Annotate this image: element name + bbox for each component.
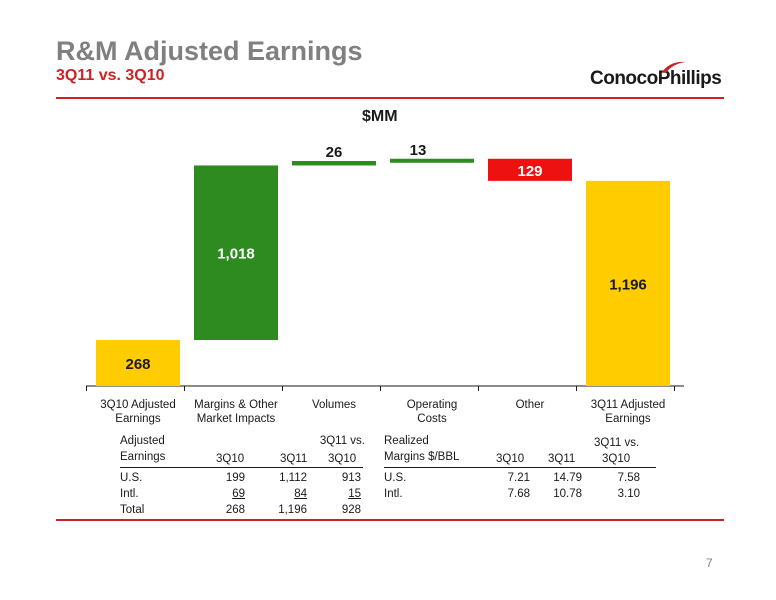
margins-table: Realized 3Q11 vs. Margins $/BBL 3Q10 3Q1… [384, 434, 660, 524]
earnings-row-label: Total [120, 504, 145, 516]
bar-4 [390, 158, 474, 163]
earnings-header-label-2: Earnings [120, 451, 166, 463]
earnings-table: Adjusted 3Q11 vs. Earnings 3Q10 3Q11 3Q1… [110, 434, 365, 524]
margins-row-3q10: 7.68 [507, 488, 530, 500]
margins-row-label: U.S. [384, 472, 407, 484]
bar-2 [194, 165, 278, 341]
margins-header-3q10: 3Q10 [496, 453, 525, 465]
earnings-header-3q11: 3Q11 [280, 453, 308, 465]
data-label: 13 [410, 142, 427, 159]
margins-header-rule [384, 467, 656, 468]
logo-text: ConocoPhillips [590, 68, 722, 89]
margins-header-label-2: Margins $/BBL [384, 451, 460, 463]
category-label: Volumes [312, 399, 356, 411]
page-title: R&M Adjusted Earnings [56, 36, 363, 66]
data-label: 1,018 [217, 246, 255, 263]
margins-row-3q10: 7.21 [507, 472, 530, 484]
earnings-row-change: 913 [341, 472, 361, 484]
category-label: Operating [407, 399, 458, 411]
bar-5 [488, 158, 572, 181]
margins-row-3q11: 14.79 [553, 472, 582, 484]
bar-1 [96, 340, 180, 386]
earnings-row-label: Intl. [120, 488, 139, 500]
earnings-row-label: U.S. [120, 472, 143, 484]
earnings-header-change-2: 3Q10 [328, 453, 357, 465]
earnings-row-3q10: 199 [225, 472, 245, 484]
conocophillips-logo: ConocoPhillips [590, 60, 722, 90]
header-divider [56, 97, 724, 99]
footer-divider [56, 519, 724, 521]
category-label: Costs [417, 413, 447, 425]
category-label: Margins & Other [194, 399, 278, 411]
data-label: 26 [326, 144, 343, 161]
data-label: 1,196 [609, 276, 647, 293]
waterfall-chart: 268 3Q10 Adjusted Earnings 1,018 Margins & O… [86, 142, 684, 425]
margins-row-change: 3.10 [617, 488, 640, 500]
category-label: 3Q10 Adjusted [100, 399, 175, 411]
earnings-header-change-1: 3Q11 vs. [319, 435, 365, 447]
earnings-header-rule [120, 467, 363, 468]
category-label: 3Q11 Adjusted [591, 399, 666, 411]
category-label: Earnings [115, 413, 161, 425]
margins-header-change-1: 3Q11 vs. [594, 437, 640, 449]
data-label: 268 [125, 356, 150, 373]
margins-header-label-1: Realized [384, 435, 429, 447]
logo-swoosh-icon [662, 61, 686, 73]
earnings-header-label-1: Adjusted [120, 435, 165, 447]
page-number: 7 [706, 556, 713, 570]
earnings-row-3q11: 84 [294, 488, 307, 500]
earnings-row-3q11: 1,112 [279, 472, 307, 484]
margins-row-change: 7.58 [617, 472, 640, 484]
earnings-row-3q11: 1,196 [278, 504, 307, 516]
earnings-header-3q10: 3Q10 [216, 453, 245, 465]
unit-label: $MM [362, 108, 398, 125]
data-label: 129 [517, 163, 542, 180]
earnings-row-3q10: 268 [225, 504, 245, 516]
category-label: Earnings [605, 413, 651, 425]
margins-row-3q11: 10.78 [553, 488, 582, 500]
earnings-row-change: 928 [341, 504, 361, 516]
margins-header-3q11: 3Q11 [548, 453, 576, 465]
margins-row-label: Intl. [384, 488, 403, 500]
bar-3 [292, 160, 376, 166]
earnings-row-change: 15 [348, 488, 361, 500]
earnings-row-3q10: 69 [232, 488, 245, 500]
category-label: Market Impacts [197, 413, 276, 425]
margins-header-change-2: 3Q10 [602, 453, 631, 465]
page-subtitle: 3Q11 vs. 3Q10 [56, 67, 165, 84]
category-label: Other [516, 399, 545, 411]
bar-6 [586, 180, 670, 386]
